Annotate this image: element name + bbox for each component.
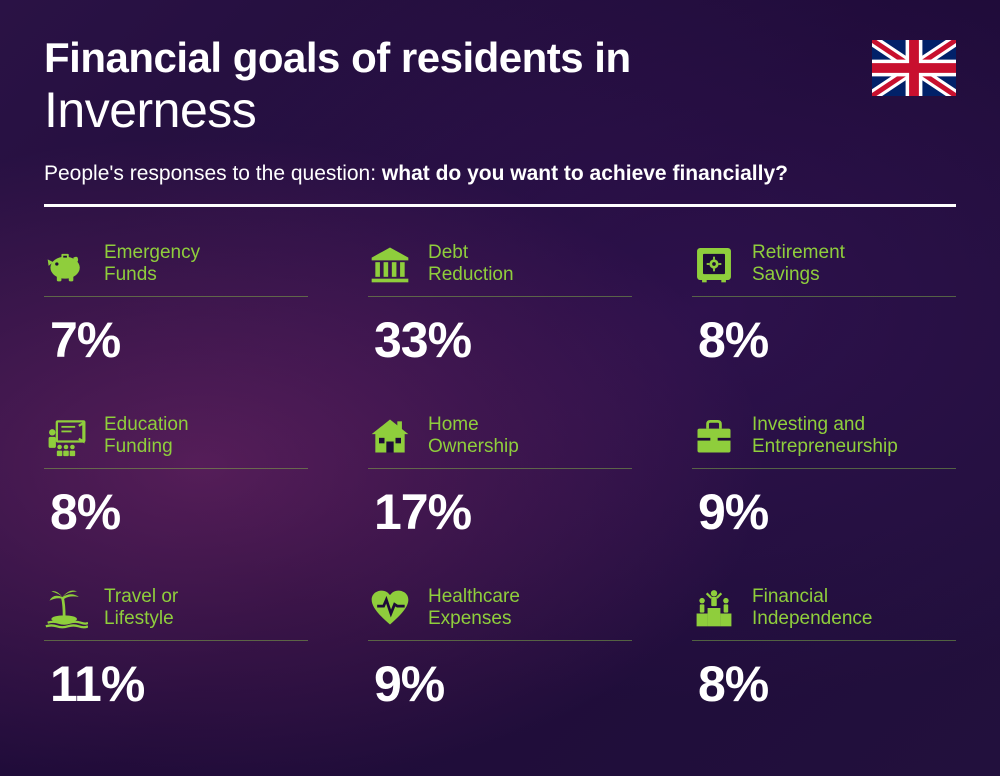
safe-icon bbox=[692, 242, 736, 286]
subtitle-plain: People's responses to the question: bbox=[44, 162, 382, 185]
goal-percentage: 8% bbox=[698, 655, 956, 713]
goal-label: Financial Independence bbox=[752, 586, 872, 630]
goal-label: Travel or Lifestyle bbox=[104, 586, 178, 630]
palm-icon bbox=[44, 586, 88, 630]
goal-percentage: 8% bbox=[698, 311, 956, 369]
goal-label: Education Funding bbox=[104, 414, 189, 458]
podium-icon bbox=[692, 586, 736, 630]
goal-head: Healthcare Expenses bbox=[368, 585, 632, 641]
goal-label: Healthcare Expenses bbox=[428, 586, 520, 630]
label-line2: Funding bbox=[104, 436, 173, 457]
label-line1: Education bbox=[104, 414, 189, 435]
goal-head: Emergency Funds bbox=[44, 241, 308, 297]
header: Financial goals of residents in Invernes… bbox=[44, 36, 956, 207]
goal-retirement-savings: Retirement Savings 8% bbox=[692, 241, 956, 369]
bank-icon bbox=[368, 242, 412, 286]
label-line1: Home bbox=[428, 414, 479, 435]
goal-label: Retirement Savings bbox=[752, 242, 845, 286]
goal-head: Retirement Savings bbox=[692, 241, 956, 297]
goal-label: Home Ownership bbox=[428, 414, 519, 458]
briefcase-icon bbox=[692, 414, 736, 458]
goal-percentage: 11% bbox=[50, 655, 308, 713]
label-line2: Entrepreneurship bbox=[752, 436, 898, 457]
house-icon bbox=[368, 414, 412, 458]
heart-pulse-icon bbox=[368, 586, 412, 630]
goal-financial-independence: Financial Independence 8% bbox=[692, 585, 956, 713]
goal-head: Debt Reduction bbox=[368, 241, 632, 297]
goal-label: Investing and Entrepreneurship bbox=[752, 414, 898, 458]
label-line2: Ownership bbox=[428, 436, 519, 457]
label-line1: Emergency bbox=[104, 242, 200, 263]
piggy-icon bbox=[44, 242, 88, 286]
goal-travel-lifestyle: Travel or Lifestyle 11% bbox=[44, 585, 308, 713]
title-prefix: Financial goals of residents in bbox=[44, 36, 956, 80]
label-line1: Travel or bbox=[104, 586, 178, 607]
subtitle: People's responses to the question: what… bbox=[44, 162, 956, 186]
goal-home-ownership: Home Ownership 17% bbox=[368, 413, 632, 541]
goal-percentage: 9% bbox=[374, 655, 632, 713]
label-line2: Savings bbox=[752, 264, 820, 285]
goals-grid: Emergency Funds 7% Debt Reduction 33% Re… bbox=[44, 241, 956, 713]
goal-percentage: 9% bbox=[698, 483, 956, 541]
uk-flag-icon bbox=[872, 40, 956, 96]
label-line2: Lifestyle bbox=[104, 608, 174, 629]
goal-head: Travel or Lifestyle bbox=[44, 585, 308, 641]
label-line1: Retirement bbox=[752, 242, 845, 263]
goal-head: Home Ownership bbox=[368, 413, 632, 469]
goal-healthcare: Healthcare Expenses 9% bbox=[368, 585, 632, 713]
goal-education-funding: Education Funding 8% bbox=[44, 413, 308, 541]
goal-head: Investing and Entrepreneurship bbox=[692, 413, 956, 469]
goal-head: Education Funding bbox=[44, 413, 308, 469]
label-line1: Healthcare bbox=[428, 586, 520, 607]
label-line2: Independence bbox=[752, 608, 872, 629]
label-line2: Reduction bbox=[428, 264, 514, 285]
goal-label: Emergency Funds bbox=[104, 242, 200, 286]
goal-investing: Investing and Entrepreneurship 9% bbox=[692, 413, 956, 541]
goal-debt-reduction: Debt Reduction 33% bbox=[368, 241, 632, 369]
label-line1: Debt bbox=[428, 242, 468, 263]
goal-label: Debt Reduction bbox=[428, 242, 514, 286]
goal-percentage: 7% bbox=[50, 311, 308, 369]
subtitle-bold: what do you want to achieve financially? bbox=[382, 162, 788, 185]
divider bbox=[44, 204, 956, 207]
education-icon bbox=[44, 414, 88, 458]
title-city: Inverness bbox=[44, 82, 956, 140]
goal-percentage: 17% bbox=[374, 483, 632, 541]
goal-head: Financial Independence bbox=[692, 585, 956, 641]
label-line1: Financial bbox=[752, 586, 828, 607]
label-line2: Funds bbox=[104, 264, 157, 285]
goal-percentage: 8% bbox=[50, 483, 308, 541]
label-line2: Expenses bbox=[428, 608, 511, 629]
label-line1: Investing and bbox=[752, 414, 865, 435]
goal-percentage: 33% bbox=[374, 311, 632, 369]
goal-emergency-funds: Emergency Funds 7% bbox=[44, 241, 308, 369]
